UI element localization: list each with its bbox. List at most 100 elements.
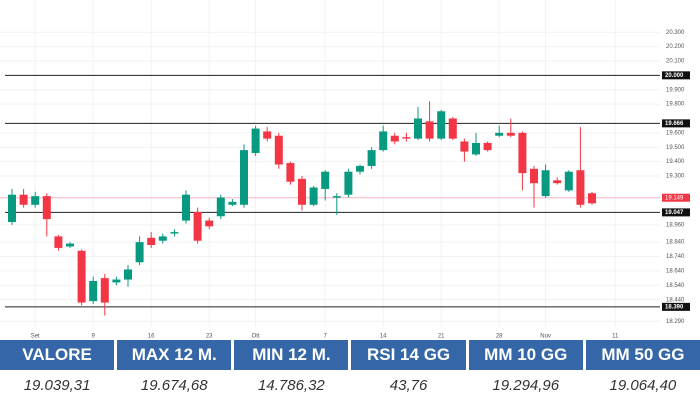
level-box xyxy=(662,119,690,128)
candle-body xyxy=(124,269,132,280)
x-tick-label: 23 xyxy=(206,334,213,340)
table-value: 19.039,31 xyxy=(0,370,114,400)
candle-body xyxy=(19,194,28,205)
y-tick-label: 20.300 xyxy=(666,30,685,36)
x-tick-label: 9 xyxy=(92,334,96,340)
x-tick-label: 14 xyxy=(380,334,387,340)
candle-body xyxy=(309,187,318,205)
candle-body xyxy=(390,135,399,142)
candle-body xyxy=(588,193,596,204)
level-label: 19.047 xyxy=(665,210,684,216)
candle-body xyxy=(437,111,446,139)
x-tick-label: 16 xyxy=(148,334,155,340)
candle-body xyxy=(448,118,457,139)
table-value: 19.064,40 xyxy=(586,370,700,400)
x-tick-label: Nov xyxy=(540,334,551,340)
candle-body xyxy=(112,279,121,283)
level-label: 18.390 xyxy=(665,304,684,310)
candle-body xyxy=(286,163,295,182)
candle-body xyxy=(460,141,469,152)
candle-body xyxy=(356,165,364,172)
y-tick-label: 18.540 xyxy=(666,283,685,289)
y-tick-label: 18.290 xyxy=(666,319,685,325)
candle-body xyxy=(228,201,237,205)
candle-body xyxy=(170,232,179,234)
y-tick-label: 18.960 xyxy=(666,222,685,228)
y-tick-label: 20.100 xyxy=(666,59,685,65)
table-value: 14.786,32 xyxy=(234,370,348,400)
candle-body xyxy=(205,220,214,227)
y-tick-label: 19.600 xyxy=(666,130,685,136)
candle-body xyxy=(216,197,225,217)
y-tick-label: 18.840 xyxy=(666,240,685,246)
candle-body xyxy=(31,196,40,205)
candle-body xyxy=(402,137,411,139)
candle-body xyxy=(135,242,144,263)
candle-body xyxy=(100,278,109,303)
candle-body xyxy=(576,170,585,205)
y-tick-label: 19.800 xyxy=(666,102,685,108)
candle-body xyxy=(564,171,573,191)
candle-body xyxy=(158,236,167,241)
table-header: RSI 14 GG xyxy=(351,340,466,370)
candle-body xyxy=(263,131,272,139)
y-tick-label: 20.200 xyxy=(666,44,685,50)
candle-body xyxy=(379,131,388,151)
candle-body xyxy=(193,211,202,241)
candle-body xyxy=(495,132,504,136)
table-header: VALORE xyxy=(0,340,115,370)
level-label: 19.666 xyxy=(665,121,684,127)
candle-body xyxy=(89,280,98,302)
last-price-label: 19.149 xyxy=(665,195,684,201)
candle-body xyxy=(344,171,353,195)
y-tick-label: 19.500 xyxy=(666,145,685,151)
x-tick-label: 7 xyxy=(324,334,328,340)
table-value: 43,76 xyxy=(351,370,465,400)
level-label: 20.000 xyxy=(665,73,684,79)
candle-body xyxy=(251,128,260,153)
candle-body xyxy=(274,135,283,165)
y-tick-label: 18.440 xyxy=(666,297,685,303)
table-value: 19.674,68 xyxy=(117,370,231,400)
x-tick-label: 21 xyxy=(438,334,445,340)
level-box xyxy=(662,302,690,311)
last-price-box xyxy=(662,193,690,202)
table-header: MM 10 GG xyxy=(468,340,583,370)
candle-body xyxy=(147,237,156,246)
candle-body xyxy=(54,236,63,248)
x-tick-label: Ott xyxy=(252,334,260,340)
y-tick-label: 19.400 xyxy=(666,159,685,165)
candle-body xyxy=(483,142,492,151)
x-tick-label: 28 xyxy=(496,334,503,340)
candle-body xyxy=(506,132,515,136)
candle-body xyxy=(332,196,341,198)
candle-body xyxy=(298,178,306,205)
stats-table: VALORE MAX 12 M. MIN 12 M. RSI 14 GG MM 10 G… xyxy=(0,340,700,400)
candle-body xyxy=(182,194,190,221)
candle-body xyxy=(367,150,376,166)
y-tick-label: 18.740 xyxy=(666,254,685,260)
candle-body xyxy=(66,243,74,247)
level-box xyxy=(662,208,690,217)
candle-body xyxy=(425,121,434,139)
y-tick-label: 18.640 xyxy=(666,268,685,274)
candle-body xyxy=(321,171,330,189)
table-header: MM 50 GG xyxy=(585,340,700,370)
candle-body xyxy=(240,150,248,205)
table-header: MAX 12 M. xyxy=(117,340,232,370)
table-header: MIN 12 M. xyxy=(234,340,349,370)
level-box xyxy=(662,71,690,80)
x-tick-label: Set xyxy=(31,334,40,340)
candle-body xyxy=(42,196,51,220)
candle-body xyxy=(77,250,86,303)
candle-body xyxy=(518,132,527,174)
x-tick-label: 11 xyxy=(612,334,619,340)
y-tick-label: 19.300 xyxy=(666,174,685,180)
candle-body xyxy=(541,170,550,197)
candle-body xyxy=(414,118,422,139)
candle-body xyxy=(472,142,480,155)
table-value: 19.294,96 xyxy=(469,370,583,400)
candle-body xyxy=(553,180,562,184)
candle-body xyxy=(8,194,16,223)
